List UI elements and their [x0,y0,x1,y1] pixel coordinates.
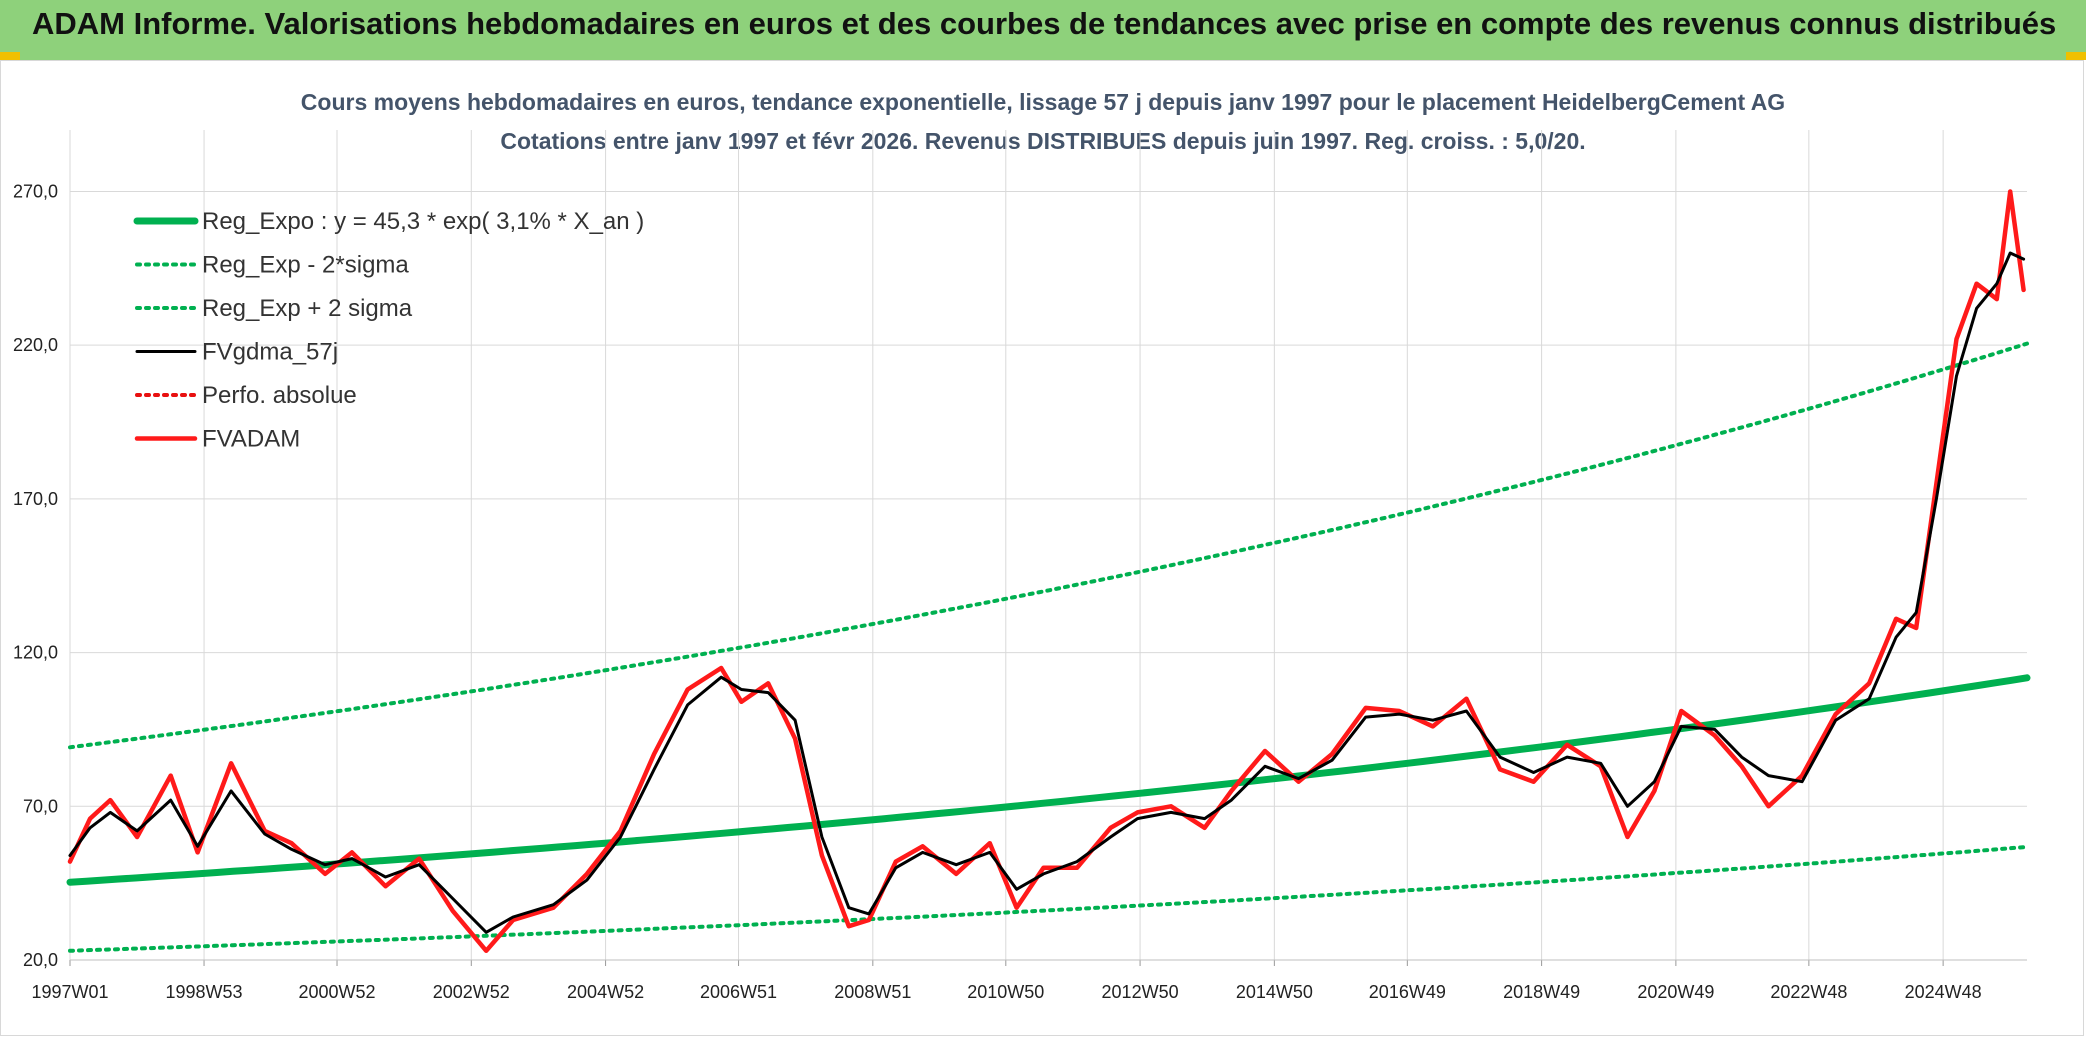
legend: Reg_Expo : y = 45,3 * exp( 3,1% * X_an )… [133,208,644,453]
legend-label: Reg_Exp + 2 sigma [202,295,413,322]
x-tick-label: 1997W01 [31,982,108,1002]
y-tick-label: 170,0 [13,489,58,509]
y-tick-label: 70,0 [23,796,58,816]
series-line [68,844,2029,953]
x-tick-label: 2002W52 [433,982,510,1002]
series-group [66,189,2031,954]
x-tick-label: 1998W53 [166,982,243,1002]
x-tick-label: 2010W50 [967,982,1044,1002]
legend-label: FVgdma_57j [202,339,338,366]
x-tick-label: 2020W49 [1637,982,1714,1002]
y-tick-label: 120,0 [13,643,58,663]
legend-label: Reg_Exp - 2*sigma [202,252,409,279]
grid [69,130,2027,966]
x-axis: 1997W01 1998W53 2000W52 2002W52 2004W52 2006W… [31,982,1981,1002]
x-tick-label: 2018W49 [1503,982,1580,1002]
chart-title: Cours moyens hebdomadaires en euros, ten… [301,89,1785,115]
y-tick-label: 270,0 [13,181,58,201]
y-tick-label: 20,0 [23,950,58,970]
legend-label: FVADAM [202,426,300,453]
x-tick-label: 2004W52 [567,982,644,1002]
x-tick-label: 2012W50 [1102,982,1179,1002]
y-axis: 20,0 70,0 120,0 170,0 220,0 270,0 [13,181,58,970]
x-tick-label: 2022W48 [1770,982,1847,1002]
x-tick-label: 2000W52 [298,982,375,1002]
legend-label: Reg_Expo : y = 45,3 * exp( 3,1% * X_an ) [202,208,644,235]
x-tick-label: 2016W49 [1369,982,1446,1002]
legend-label: Perfo. absolue [202,382,357,409]
series-line [68,251,2026,934]
x-tick-label: 2008W51 [834,982,911,1002]
report-banner: ADAM Informe. Valorisations hebdomadaire… [0,0,2086,60]
series-line [68,341,2029,750]
x-tick-label: 2024W48 [1905,982,1982,1002]
banner-corner-right [2066,52,2086,60]
y-tick-label: 220,0 [13,335,58,355]
banner-corner-left [0,52,20,60]
chart-frame [0,60,2084,1036]
x-tick-label: 2006W51 [700,982,777,1002]
report-title: ADAM Informe. Valorisations hebdomadaire… [32,6,2057,41]
chart-subtitle: Cotations entre janv 1997 et févr 2026. … [500,128,1585,154]
x-tick-label: 2014W50 [1236,982,1313,1002]
